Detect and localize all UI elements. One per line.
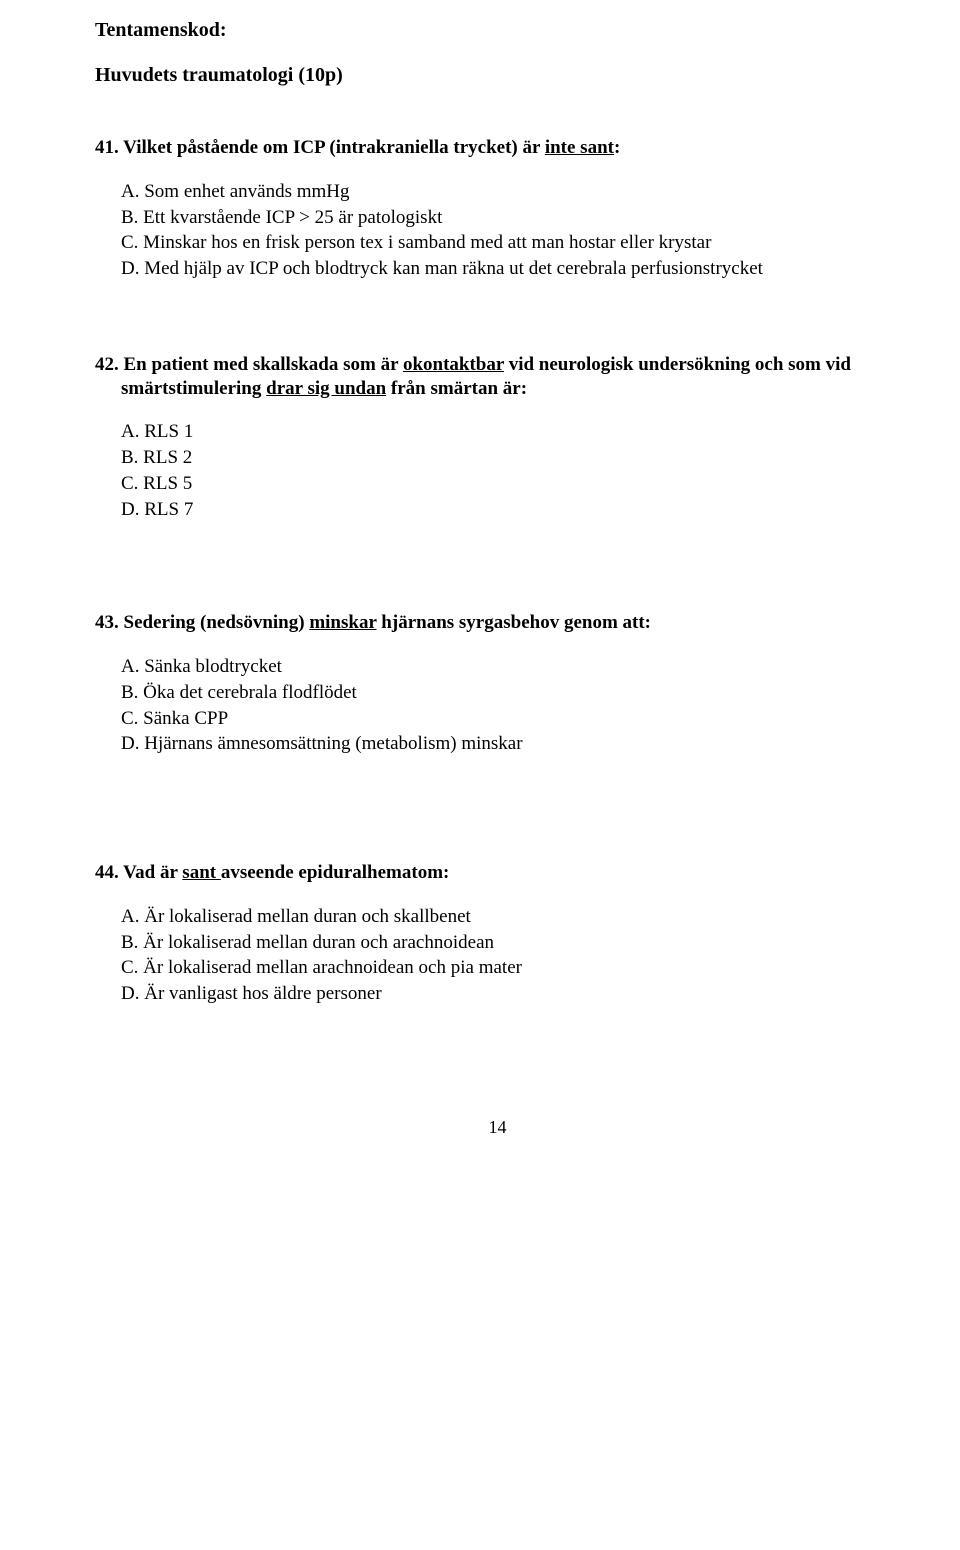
option-b: B. Ett kvarstående ICP > 25 är patologis… <box>121 206 900 230</box>
option-c: C. Minskar hos en frisk person tex i sam… <box>121 231 900 255</box>
question-41: 41. Vilket påstående om ICP (intrakranie… <box>95 136 900 281</box>
question-number: 43. <box>95 612 119 633</box>
options-list: A. Är lokaliserad mellan duran och skall… <box>95 905 900 1006</box>
question-text-part: Vilket påstående om ICP (intrakraniella … <box>123 137 545 158</box>
question-text-part: : <box>614 137 620 158</box>
option-d: D. Hjärnans ämnesomsättning (metabolism)… <box>121 732 900 756</box>
question-text-underline: minskar <box>309 612 376 633</box>
question-41-text: 41. Vilket påstående om ICP (intrakranie… <box>95 136 900 160</box>
question-42-text: 42. En patient med skallskada som är oko… <box>95 353 900 401</box>
option-c: C. Är lokaliserad mellan arachnoidean oc… <box>121 956 900 980</box>
option-a: A. Sänka blodtrycket <box>121 655 900 679</box>
question-text-part: Sedering (nedsövning) <box>124 612 310 633</box>
option-b: B. RLS 2 <box>121 446 900 470</box>
question-43: 43. Sedering (nedsövning) minskar hjärna… <box>95 611 900 756</box>
question-text-underline: okontaktbar <box>403 354 504 375</box>
question-44: 44. Vad är sant avseende epiduralhematom… <box>95 861 900 1006</box>
options-list: A. RLS 1 B. RLS 2 C. RLS 5 D. RLS 7 <box>95 420 900 521</box>
question-44-text: 44. Vad är sant avseende epiduralhematom… <box>95 861 900 885</box>
question-text-underline: inte sant <box>545 137 614 158</box>
question-text-part: avseende epiduralhematom: <box>221 862 450 883</box>
options-list: A. Sänka blodtrycket B. Öka det cerebral… <box>95 655 900 756</box>
question-text-part: En patient med skallskada som är <box>124 354 403 375</box>
section-title: Huvudets traumatologi (10p) <box>95 63 900 88</box>
question-number: 44. <box>95 862 119 883</box>
options-list: A. Som enhet används mmHg B. Ett kvarstå… <box>95 180 900 281</box>
question-number: 42. <box>95 354 119 375</box>
question-42: 42. En patient med skallskada som är oko… <box>95 353 900 522</box>
question-text-part: hjärnans syrgasbehov genom att: <box>377 612 651 633</box>
option-a: A. RLS 1 <box>121 420 900 444</box>
option-b: B. Öka det cerebrala flodflödet <box>121 681 900 705</box>
question-text-part: från smärtan är: <box>386 378 527 399</box>
option-a: A. Är lokaliserad mellan duran och skall… <box>121 905 900 929</box>
question-text-underline: drar sig undan <box>266 378 386 399</box>
question-text-underline: sant <box>182 862 221 883</box>
question-43-text: 43. Sedering (nedsövning) minskar hjärna… <box>95 611 900 635</box>
option-c: C. Sänka CPP <box>121 707 900 731</box>
option-c: C. RLS 5 <box>121 472 900 496</box>
option-d: D. RLS 7 <box>121 498 900 522</box>
option-d: D. Är vanligast hos äldre personer <box>121 982 900 1006</box>
exam-code-label: Tentamenskod: <box>95 18 900 43</box>
question-text-part: Vad är <box>119 862 183 883</box>
question-number: 41. <box>95 137 119 158</box>
option-a: A. Som enhet används mmHg <box>121 180 900 204</box>
option-d: D. Med hjälp av ICP och blodtryck kan ma… <box>121 257 900 281</box>
option-b: B. Är lokaliserad mellan duran och arach… <box>121 931 900 955</box>
page-number: 14 <box>95 1116 900 1139</box>
